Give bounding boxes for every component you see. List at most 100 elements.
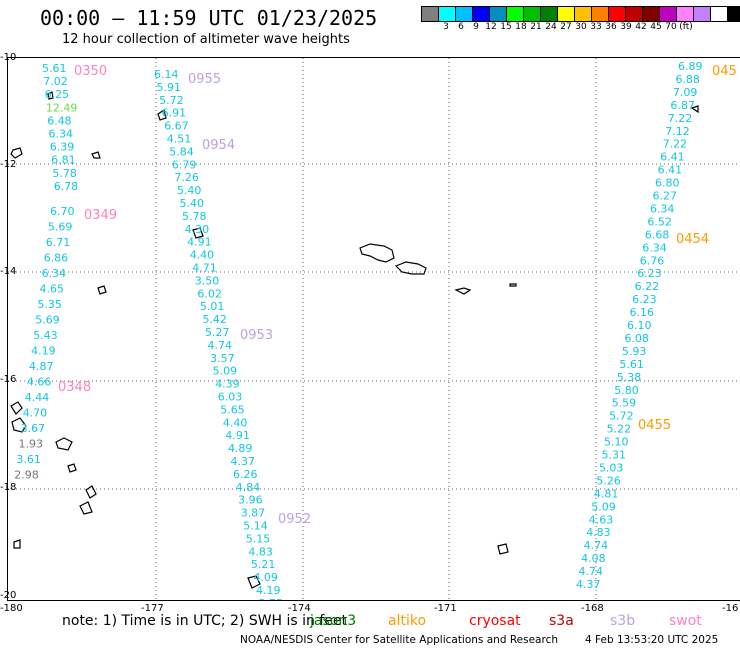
swh-value-label: 5.21 (251, 558, 276, 571)
colorbar-swatch (540, 6, 558, 22)
colorbar-swatch (489, 6, 507, 22)
swh-value-label: 5.27 (205, 326, 230, 339)
swh-value-label: 5.38 (617, 371, 642, 384)
colorbar (421, 6, 740, 22)
island-wallis (192, 227, 204, 239)
colorbar-swatch (642, 6, 660, 22)
colorbar-swatch (421, 6, 439, 22)
legend-s3a: s3a (549, 613, 574, 629)
swh-value-label: 6.89 (678, 60, 703, 73)
swh-value-label: 6.34 (49, 128, 74, 141)
swh-value-label: 6.87 (670, 99, 695, 112)
notes-text: note: 1) Time is in UTC; 2) SWH is in fe… (62, 613, 348, 629)
swh-value-label: 1.93 (19, 438, 44, 451)
island-lau-3 (13, 539, 21, 549)
colorbar-swatch (574, 6, 592, 22)
swh-value-label: 5.43 (33, 329, 58, 342)
swh-value-label: 5.31 (602, 449, 627, 462)
swh-value-label: 6.25 (45, 88, 70, 101)
swh-value-label: 4.83 (586, 526, 611, 539)
pass-time-label: 0954 (202, 138, 235, 153)
pass-time-label: 0455 (638, 418, 671, 433)
swh-value-label: 4.89 (228, 442, 253, 455)
pass-layer: 0350 0349 0348 0955 0954 0953 0952 045 0454 0455 (58, 64, 737, 527)
island-tonga-north (247, 575, 261, 589)
colorbar-label: (ft) (679, 22, 693, 32)
colorbar-label: 18 (515, 22, 527, 32)
colorbar-swatch (455, 6, 473, 22)
lon-tick-label: -171 (434, 603, 457, 614)
island-fiji-3 (55, 437, 73, 451)
swh-value-label: 4.44 (25, 391, 50, 404)
swh-value-label: 4.63 (589, 513, 614, 526)
island-east-1 (690, 105, 699, 114)
colorbar-swatch (727, 6, 740, 22)
swh-value-label: 4.84 (236, 481, 261, 494)
swh-value-label: 7.26 (174, 171, 199, 184)
swh-value-label: 6.81 (51, 154, 76, 167)
swh-value-label: 6.14 (154, 68, 179, 81)
swh-value-label: 4.08 (581, 552, 606, 565)
samoa-savaii-island (359, 243, 395, 263)
swh-value-label: 4.87 (29, 360, 54, 373)
swh-value-label: 6.67 (164, 120, 189, 133)
colorbar-swatch (523, 6, 541, 22)
colorbar-swatch (472, 6, 490, 22)
swh-value-label: 6.39 (50, 141, 75, 154)
legend-s3b: s3b (610, 613, 636, 629)
map-frame: 5.61 7.02 6.25 12.49 6.48 6.34 6.39 6.81 5.78 6.7… (7, 57, 740, 610)
colorbar-swatch (676, 6, 694, 22)
swh-value-label: 5.93 (622, 345, 647, 358)
swh-value-label: 4.19 (256, 584, 281, 597)
swh-value-label: 5.10 (604, 436, 629, 449)
swh-value-label: 12.49 (46, 101, 78, 114)
tutuila-island (454, 287, 472, 295)
island-fiji-1 (10, 401, 23, 415)
swh-value-label: 4.39 (215, 378, 240, 391)
colorbar-label: 30 (575, 22, 587, 32)
legend-swot: swot (669, 613, 702, 629)
pass-time-label: 0953 (240, 328, 273, 343)
swh-value-label: 6.76 (640, 254, 665, 267)
colorbar-labels: 3 6 9 12 15 18 21 24 27 30 33 36 39 42 45 70 (ft) (422, 22, 740, 34)
island-lau-1 (85, 485, 97, 499)
small-island (509, 283, 517, 287)
island-west-2 (91, 151, 101, 159)
swh-value-label: 5.91 (157, 81, 182, 94)
swh-value-label: 4.74 (579, 565, 604, 578)
colorbar-swatch (693, 6, 711, 22)
map-title: 00:00 – 11:59 UTC 01/23/2025 (40, 6, 378, 30)
swh-value-label: 3.67 (21, 422, 46, 435)
legend-cryosat: cryosat (469, 613, 521, 629)
lat-tick-label: -18 (0, 482, 17, 493)
colorbar-swatch (506, 6, 524, 22)
colorbar-label: 33 (590, 22, 602, 32)
swh-value-label: 4.81 (594, 487, 619, 500)
colorbar-label: 36 (605, 22, 617, 32)
pass-time-label: 0348 (58, 380, 91, 395)
swh-value-label: 5.14 (243, 520, 268, 533)
island-fiji-2 (11, 417, 27, 433)
swh-value-label: 4.30 (185, 223, 210, 236)
lat-tick-label: -16 (0, 374, 17, 385)
island-niuafoou (497, 543, 509, 555)
lon-tick-label: -16 (722, 603, 739, 614)
footer-date: 4 Feb 13:53:20 UTC 2025 (585, 634, 719, 646)
swh-value-label: 5.01 (200, 300, 225, 313)
swh-value-label: 6.26 (233, 468, 257, 481)
swh-value-label: 7.22 (668, 112, 693, 125)
swh-value-label: 6.52 (647, 215, 672, 228)
swh-value-label: 3.75 (259, 597, 284, 600)
colorbar-label: 6 (458, 22, 464, 32)
swh-value-label: 6.91 (162, 107, 187, 120)
swh-value-label: 5.72 (159, 94, 184, 107)
colorbar-swatch (710, 6, 728, 22)
coastlines (10, 91, 699, 589)
swh-value-label: 5.09 (591, 500, 616, 513)
colorbar-label: 42 (635, 22, 647, 32)
swh-value-label: 5.35 (37, 298, 62, 311)
swh-value-label: 3.61 (16, 453, 41, 466)
colorbar-label: 15 (500, 22, 512, 32)
lat-tick-label: -12 (0, 159, 17, 170)
track-layer: 5.617.026.2512.496.486.346.396.815.786.7… (14, 60, 703, 610)
